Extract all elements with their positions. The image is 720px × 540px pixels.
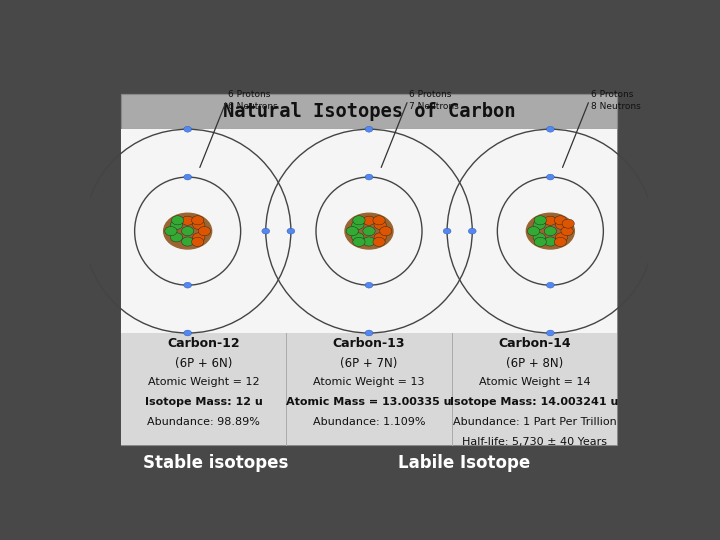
Circle shape xyxy=(365,174,373,180)
Text: (6P + 7N): (6P + 7N) xyxy=(341,357,397,370)
Circle shape xyxy=(171,233,183,242)
Bar xyxy=(121,333,617,446)
Circle shape xyxy=(468,228,476,234)
Circle shape xyxy=(184,330,192,336)
Text: Natural Isotopes of Carbon: Natural Isotopes of Carbon xyxy=(222,102,516,121)
Circle shape xyxy=(544,227,557,235)
Circle shape xyxy=(528,227,540,235)
Circle shape xyxy=(373,216,385,225)
Circle shape xyxy=(192,216,204,225)
Circle shape xyxy=(363,237,375,246)
Circle shape xyxy=(533,233,545,242)
Circle shape xyxy=(346,227,359,235)
Circle shape xyxy=(365,126,373,132)
Text: Atomic Weight = 14: Atomic Weight = 14 xyxy=(479,377,590,387)
Circle shape xyxy=(193,233,205,242)
Text: Isotope Mass: 12 u: Isotope Mass: 12 u xyxy=(145,397,262,407)
Circle shape xyxy=(374,220,387,230)
Text: (6P + 6N): (6P + 6N) xyxy=(175,357,232,370)
Circle shape xyxy=(184,126,192,132)
Bar xyxy=(121,129,617,333)
Circle shape xyxy=(81,228,89,234)
Circle shape xyxy=(373,238,385,246)
Text: Atomic Weight = 13: Atomic Weight = 13 xyxy=(313,377,425,387)
Circle shape xyxy=(444,228,451,234)
Circle shape xyxy=(181,216,194,225)
Circle shape xyxy=(171,220,183,230)
Circle shape xyxy=(184,282,192,288)
Circle shape xyxy=(198,227,210,235)
Circle shape xyxy=(353,216,365,225)
Text: 6 Protons
7 Neutrons: 6 Protons 7 Neutrons xyxy=(409,90,459,111)
Circle shape xyxy=(561,227,573,235)
Circle shape xyxy=(184,174,192,180)
Text: Stable isotopes: Stable isotopes xyxy=(143,454,288,472)
Circle shape xyxy=(555,220,567,230)
Text: (6P + 8N): (6P + 8N) xyxy=(506,357,563,370)
Circle shape xyxy=(262,228,270,234)
Circle shape xyxy=(554,238,567,246)
Circle shape xyxy=(546,126,554,132)
Circle shape xyxy=(562,219,575,228)
Circle shape xyxy=(353,238,365,246)
Circle shape xyxy=(363,227,375,235)
Text: Labile Isotope: Labile Isotope xyxy=(397,454,530,472)
Circle shape xyxy=(181,237,194,246)
Circle shape xyxy=(533,220,545,230)
Circle shape xyxy=(374,233,387,242)
Text: Abundance: 1 Part Per Trillion: Abundance: 1 Part Per Trillion xyxy=(453,417,616,427)
Text: Isotope Mass: 14.003241 u: Isotope Mass: 14.003241 u xyxy=(450,397,618,407)
Text: Half-life: 5,730 ± 40 Years: Half-life: 5,730 ± 40 Years xyxy=(462,437,607,447)
Text: Abundance: 1.109%: Abundance: 1.109% xyxy=(312,417,426,427)
Circle shape xyxy=(379,227,392,235)
Circle shape xyxy=(363,216,375,225)
Circle shape xyxy=(649,228,657,234)
Circle shape xyxy=(163,213,212,249)
Text: Atomic Weight = 12: Atomic Weight = 12 xyxy=(148,377,259,387)
Text: Carbon-13: Carbon-13 xyxy=(333,337,405,350)
Circle shape xyxy=(365,330,373,336)
Circle shape xyxy=(554,216,567,225)
Circle shape xyxy=(287,228,294,234)
Text: Carbon-14: Carbon-14 xyxy=(498,337,571,350)
Circle shape xyxy=(351,233,364,242)
Circle shape xyxy=(544,216,557,225)
Bar xyxy=(121,94,617,446)
Circle shape xyxy=(534,238,546,246)
Circle shape xyxy=(526,213,575,249)
Circle shape xyxy=(534,216,546,225)
Circle shape xyxy=(546,282,554,288)
Circle shape xyxy=(192,238,204,246)
Circle shape xyxy=(171,216,184,225)
Text: 6 Protons
6 Neutrons: 6 Protons 6 Neutrons xyxy=(228,90,278,111)
Text: Carbon-12: Carbon-12 xyxy=(167,337,240,350)
Circle shape xyxy=(351,220,364,230)
Text: Atomic Mass = 13.00335 u: Atomic Mass = 13.00335 u xyxy=(287,397,451,407)
Circle shape xyxy=(193,220,205,230)
Circle shape xyxy=(546,174,554,180)
Circle shape xyxy=(555,233,567,242)
Bar xyxy=(121,94,617,129)
Circle shape xyxy=(546,330,554,336)
Circle shape xyxy=(345,213,393,249)
Circle shape xyxy=(181,227,194,235)
Circle shape xyxy=(165,227,177,235)
Text: Abundance: 98.89%: Abundance: 98.89% xyxy=(147,417,260,427)
Circle shape xyxy=(365,282,373,288)
Circle shape xyxy=(544,237,557,246)
Text: 6 Protons
8 Neutrons: 6 Protons 8 Neutrons xyxy=(590,90,640,111)
